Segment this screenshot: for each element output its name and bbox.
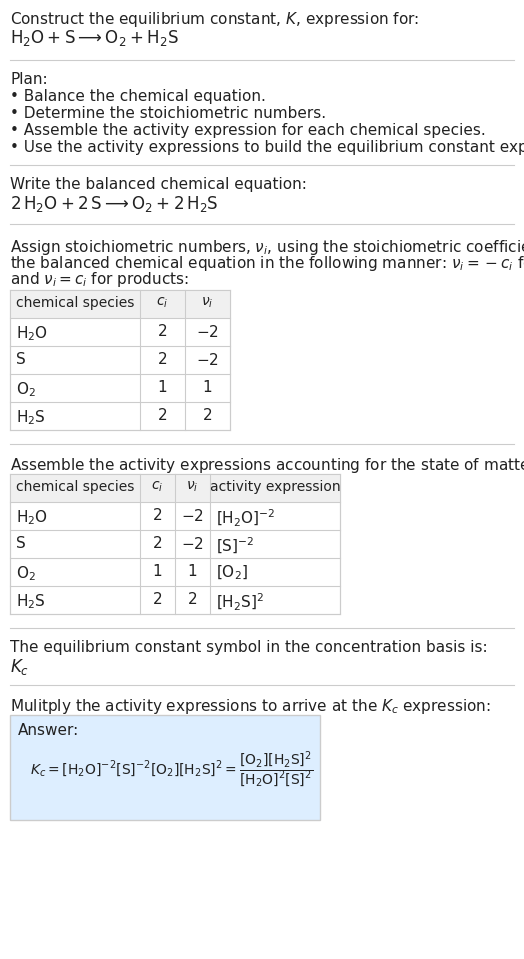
Text: $\nu_i$: $\nu_i$ [201,296,214,311]
Text: • Balance the chemical equation.: • Balance the chemical equation. [10,89,266,104]
Text: • Assemble the activity expression for each chemical species.: • Assemble the activity expression for e… [10,123,486,138]
Text: 2: 2 [158,324,167,339]
Text: $-2$: $-2$ [196,352,219,368]
Text: 2: 2 [158,408,167,423]
Text: $[\mathrm{H_2S}]^2$: $[\mathrm{H_2S}]^2$ [216,592,264,613]
Text: 2: 2 [158,352,167,367]
Text: Construct the equilibrium constant, $K$, expression for:: Construct the equilibrium constant, $K$,… [10,10,419,29]
Text: 1: 1 [203,380,212,395]
Text: $\mathrm{2\,H_2O + 2\,S \longrightarrow O_2 + 2\,H_2S}$: $\mathrm{2\,H_2O + 2\,S \longrightarrow … [10,194,219,214]
FancyBboxPatch shape [10,290,230,430]
Text: 1: 1 [188,564,198,579]
Text: Plan:: Plan: [10,72,48,87]
Text: Mulitply the activity expressions to arrive at the $K_c$ expression:: Mulitply the activity expressions to arr… [10,697,490,716]
Text: 1: 1 [152,564,162,579]
FancyBboxPatch shape [10,290,230,318]
Text: Assign stoichiometric numbers, $\nu_i$, using the stoichiometric coefficients, $: Assign stoichiometric numbers, $\nu_i$, … [10,238,524,257]
Text: $\mathrm{O_2}$: $\mathrm{O_2}$ [16,564,36,583]
Text: $[\mathrm{O_2}]$: $[\mathrm{O_2}]$ [216,564,248,582]
Text: $-2$: $-2$ [181,508,204,524]
Text: • Use the activity expressions to build the equilibrium constant expression.: • Use the activity expressions to build … [10,140,524,155]
Text: The equilibrium constant symbol in the concentration basis is:: The equilibrium constant symbol in the c… [10,640,488,655]
Text: • Determine the stoichiometric numbers.: • Determine the stoichiometric numbers. [10,106,326,121]
Text: $\mathrm{H_2O}$: $\mathrm{H_2O}$ [16,324,48,342]
Text: Answer:: Answer: [18,723,79,738]
Text: the balanced chemical equation in the following manner: $\nu_i = -c_i$ for react: the balanced chemical equation in the fo… [10,254,524,273]
Text: $\mathrm{H_2S}$: $\mathrm{H_2S}$ [16,408,46,427]
Text: Assemble the activity expressions accounting for the state of matter and $\nu_i$: Assemble the activity expressions accoun… [10,456,524,475]
Text: $[\mathrm{H_2O}]^{-2}$: $[\mathrm{H_2O}]^{-2}$ [216,508,276,529]
Text: $\mathrm{H_2O + S \longrightarrow O_2 + H_2S}$: $\mathrm{H_2O + S \longrightarrow O_2 + … [10,28,179,48]
Text: $-2$: $-2$ [181,536,204,552]
Text: $c_i$: $c_i$ [151,480,163,495]
Text: 2: 2 [188,592,198,607]
Text: $\mathrm{H_2S}$: $\mathrm{H_2S}$ [16,592,46,611]
Text: $\mathrm{H_2O}$: $\mathrm{H_2O}$ [16,508,48,526]
Text: $K_c = [\mathrm{H_2O}]^{-2}[\mathrm{S}]^{-2}[\mathrm{O_2}][\mathrm{H_2S}]^2 = \d: $K_c = [\mathrm{H_2O}]^{-2}[\mathrm{S}]^… [30,750,313,790]
Text: $[\mathrm{S}]^{-2}$: $[\mathrm{S}]^{-2}$ [216,536,254,556]
Text: $c_i$: $c_i$ [156,296,169,311]
Text: chemical species: chemical species [16,296,134,310]
Text: activity expression: activity expression [210,480,340,494]
Text: and $\nu_i = c_i$ for products:: and $\nu_i = c_i$ for products: [10,270,189,289]
Text: 2: 2 [203,408,212,423]
FancyBboxPatch shape [10,715,320,820]
Text: $-2$: $-2$ [196,324,219,340]
Text: $\mathrm{O_2}$: $\mathrm{O_2}$ [16,380,36,399]
FancyBboxPatch shape [10,474,340,614]
Text: $K_c$: $K_c$ [10,657,29,677]
Text: 2: 2 [152,592,162,607]
Text: 1: 1 [158,380,167,395]
Text: S: S [16,536,26,551]
Text: $\nu_i$: $\nu_i$ [187,480,199,495]
FancyBboxPatch shape [10,474,340,502]
Text: chemical species: chemical species [16,480,134,494]
Text: S: S [16,352,26,367]
Text: 2: 2 [152,536,162,551]
Text: Write the balanced chemical equation:: Write the balanced chemical equation: [10,177,307,192]
Text: 2: 2 [152,508,162,523]
